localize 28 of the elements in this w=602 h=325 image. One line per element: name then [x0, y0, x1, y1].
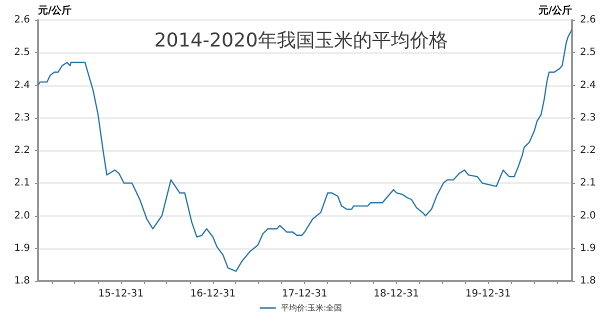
y2-tick-label: 2.4: [580, 80, 596, 91]
y2-tick-label: 2.0: [580, 210, 596, 222]
x-tick-label: 18-12-31: [374, 288, 420, 300]
y-tick-label: 2.2: [14, 145, 30, 156]
y2-tick-label: 2.1: [580, 178, 596, 189]
y-tick-label: 1.9: [14, 242, 30, 254]
y2-axis-title: 元/公斤: [537, 4, 572, 16]
x-tick-label: 15-12-31: [98, 288, 144, 300]
y-tick-label: 2.0: [14, 210, 30, 222]
y-tick-label: 2.1: [14, 178, 30, 189]
x-tick-label: 16-12-31: [190, 288, 236, 300]
y2-tick-label: 2.5: [580, 47, 596, 58]
y-tick-label: 2.5: [14, 47, 30, 58]
y-tick-label: 2.6: [14, 14, 30, 26]
line-series: [37, 29, 573, 272]
y2-tick-label: 2.2: [580, 145, 596, 156]
text: 2014-2020年我国玉米的平均价格: [154, 30, 448, 52]
x-tick-label: 17-12-31: [282, 288, 328, 300]
y-tick-label: 2.3: [14, 112, 30, 124]
y-axis-title: 元/公斤: [37, 4, 72, 16]
x-tick-label: 19-12-31: [465, 288, 511, 300]
y2-tick-label: 1.9: [580, 242, 596, 254]
y2-tick-label: 1.8: [580, 276, 596, 286]
y-tick-label: 2.4: [14, 80, 30, 91]
y2-tick-label: 2.6: [580, 14, 596, 26]
legend-label: 平均价:玉米:全国: [280, 304, 342, 312]
y-tick-label: 1.8: [14, 276, 30, 286]
y2-tick-label: 2.3: [580, 112, 596, 124]
